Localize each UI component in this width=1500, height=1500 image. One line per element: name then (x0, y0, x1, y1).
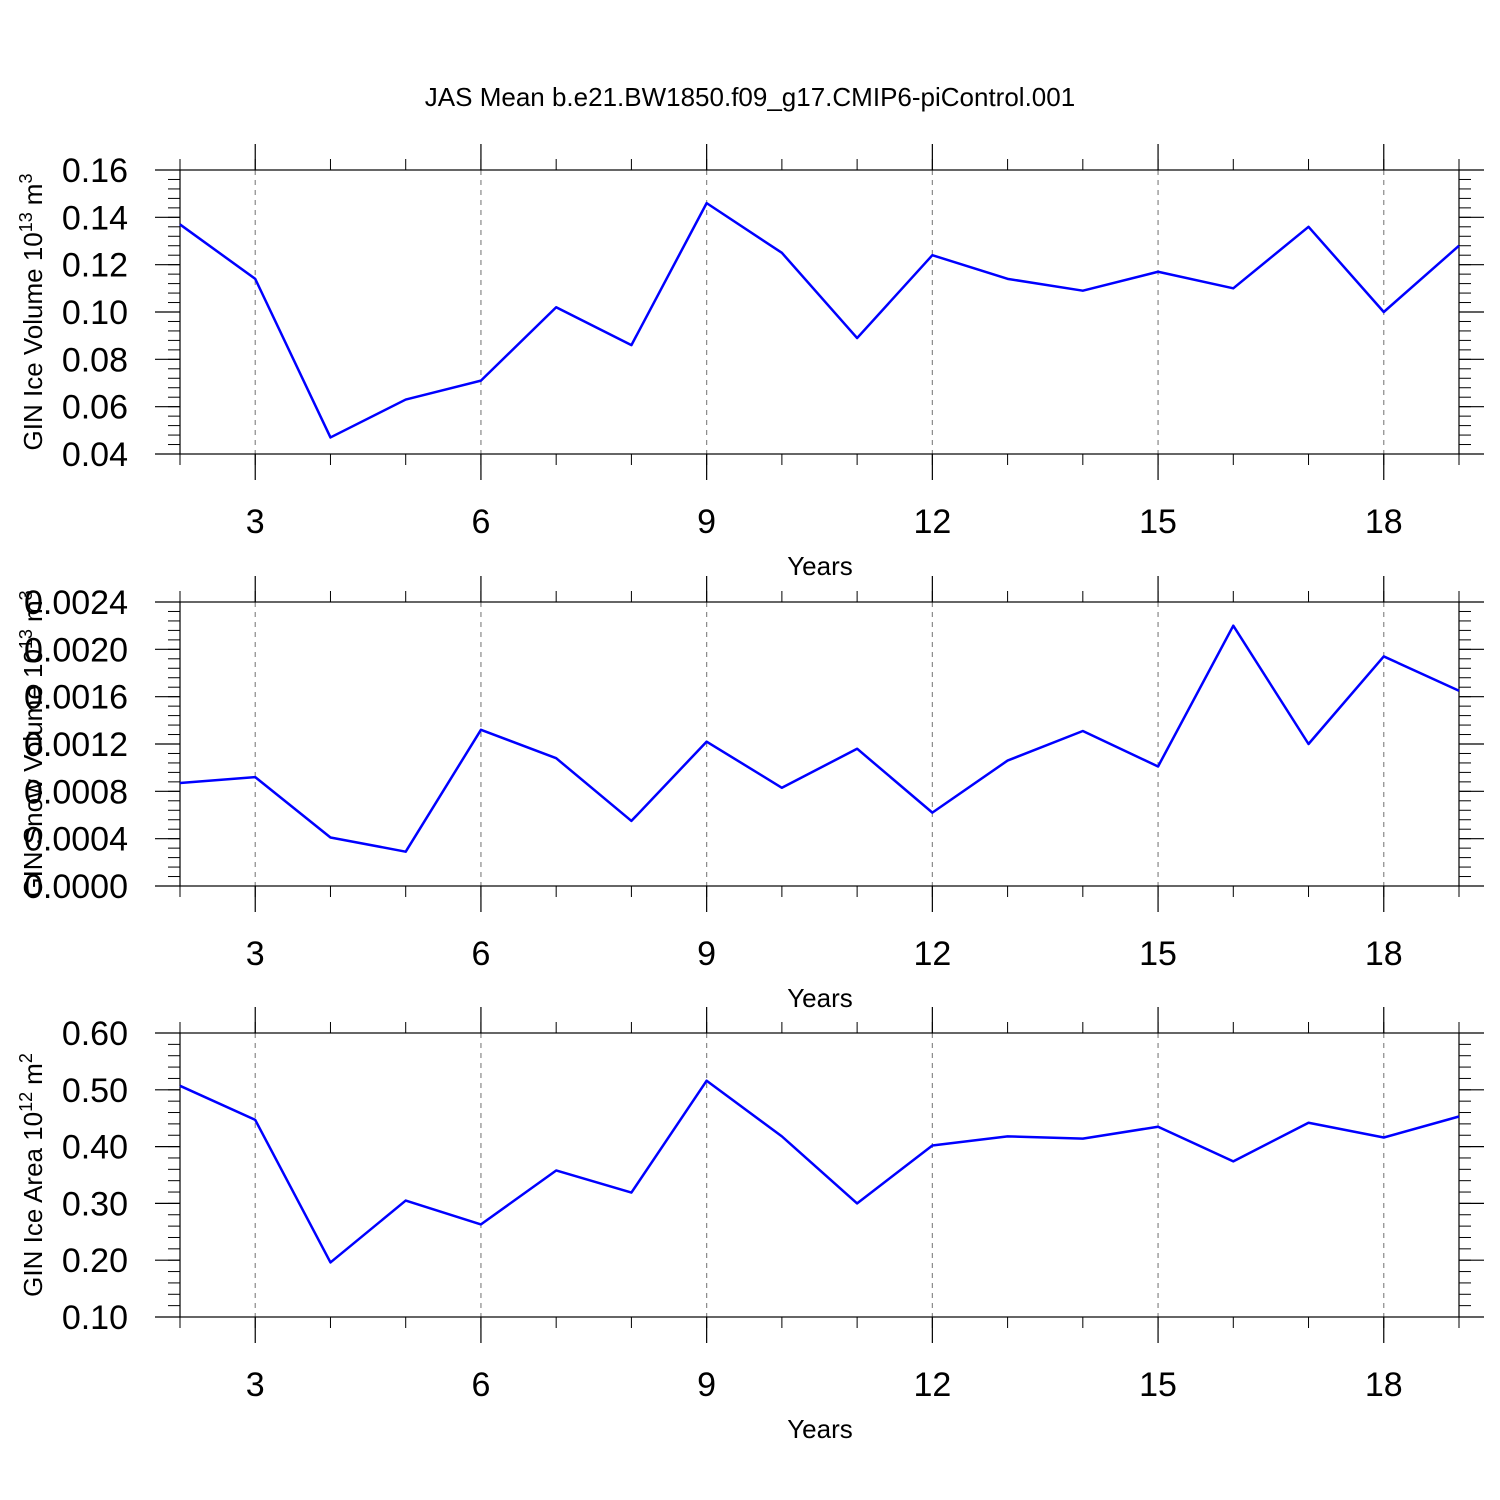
y-tick-label: 0.08 (62, 341, 128, 379)
y-tick-label: 0.04 (62, 436, 128, 474)
y-tick-label: 0.16 (62, 152, 128, 190)
y-tick-label: 0.06 (62, 389, 128, 427)
plot-frame (179, 1032, 1460, 1318)
y-label-text: GIN Snow Volume 10 (18, 649, 48, 898)
y-tick-label: 0.14 (62, 199, 128, 237)
y-label-unit: m (18, 184, 48, 206)
y-tick-label: 0.40 (62, 1129, 128, 1167)
x-axis-label: Years (787, 1414, 853, 1444)
x-axis-label: Years (787, 983, 853, 1013)
y-label-unit: m (18, 1063, 48, 1085)
y-tick-label: 0.10 (62, 294, 128, 332)
panel: 3 6 9 12 15 18 0.0000 0.0004 0.0008 0.0012 0.0016 0… (16, 576, 1484, 1013)
x-tick-label: 18 (1365, 935, 1403, 973)
y-tick-label: 0.0016 (24, 679, 128, 717)
x-tick-label: 15 (1139, 1366, 1177, 1404)
x-axis-label: Years (787, 551, 853, 581)
data-line (179, 624, 1460, 853)
y-tick-label: 0.0012 (24, 726, 128, 764)
y-label-exponent: 13 (16, 212, 36, 232)
y-axis-label: GIN Ice Area 1012 m2 (16, 1053, 48, 1297)
x-tick-label: 6 (471, 1366, 490, 1404)
x-tick-label: 6 (471, 935, 490, 973)
x-tick-label: 9 (697, 1366, 716, 1404)
y-label-exponent: 13 (16, 629, 36, 649)
x-tick-label: 3 (246, 935, 265, 973)
x-tick-label: 3 (246, 503, 265, 541)
x-tick-label: 6 (471, 503, 490, 541)
data-line (179, 1079, 1460, 1264)
y-tick-label: 0.0024 (24, 584, 128, 622)
x-tick-label: 12 (913, 503, 951, 541)
x-tick-label: 18 (1365, 503, 1403, 541)
chart-title: JAS Mean b.e21.BW1850.f09_g17.CMIP6-piCo… (425, 82, 1075, 112)
y-label-text: GIN Ice Volume 10 (18, 232, 48, 450)
panel: 3 6 9 12 15 18 0.10 0.20 0.30 0.40 0.50 0.60 Years GI… (16, 1007, 1484, 1444)
plot-frame (179, 601, 1460, 887)
x-tick-label: 12 (913, 935, 951, 973)
y-tick-label: 0.10 (62, 1299, 128, 1337)
plot-frame (179, 169, 1460, 455)
x-tick-label: 12 (913, 1366, 951, 1404)
y-tick-label: 0.0004 (24, 821, 128, 859)
y-tick-label: 0.0020 (24, 631, 128, 669)
y-tick-label: 0.50 (62, 1072, 128, 1110)
y-tick-label: 0.60 (62, 1015, 128, 1053)
y-label-unit-exponent: 2 (16, 1053, 36, 1063)
y-axis-label: GIN Snow Volume 1013 m3 (16, 590, 48, 897)
panel: 3 6 9 12 15 18 0.04 0.06 0.08 0.10 0.12 0.14 0.16 Yea… (16, 144, 1484, 581)
data-line (179, 201, 1460, 439)
x-tick-label: 9 (697, 503, 716, 541)
y-label-text: GIN Ice Area 10 (18, 1112, 48, 1297)
y-label-unit: m (18, 600, 48, 622)
y-tick-label: 0.12 (62, 247, 128, 285)
y-label-exponent: 12 (16, 1092, 36, 1112)
y-tick-label: 0.0008 (24, 773, 128, 811)
x-tick-label: 3 (246, 1366, 265, 1404)
x-tick-label: 15 (1139, 503, 1177, 541)
x-tick-label: 18 (1365, 1366, 1403, 1404)
x-tick-label: 15 (1139, 935, 1177, 973)
y-tick-label: 0.0000 (24, 868, 128, 906)
y-tick-label: 0.20 (62, 1242, 128, 1280)
y-label-unit-exponent: 3 (16, 590, 36, 600)
x-tick-label: 9 (697, 935, 716, 973)
y-tick-label: 0.30 (62, 1185, 128, 1223)
y-axis-label: GIN Ice Volume 1013 m3 (16, 174, 48, 451)
y-label-unit-exponent: 3 (16, 174, 36, 184)
